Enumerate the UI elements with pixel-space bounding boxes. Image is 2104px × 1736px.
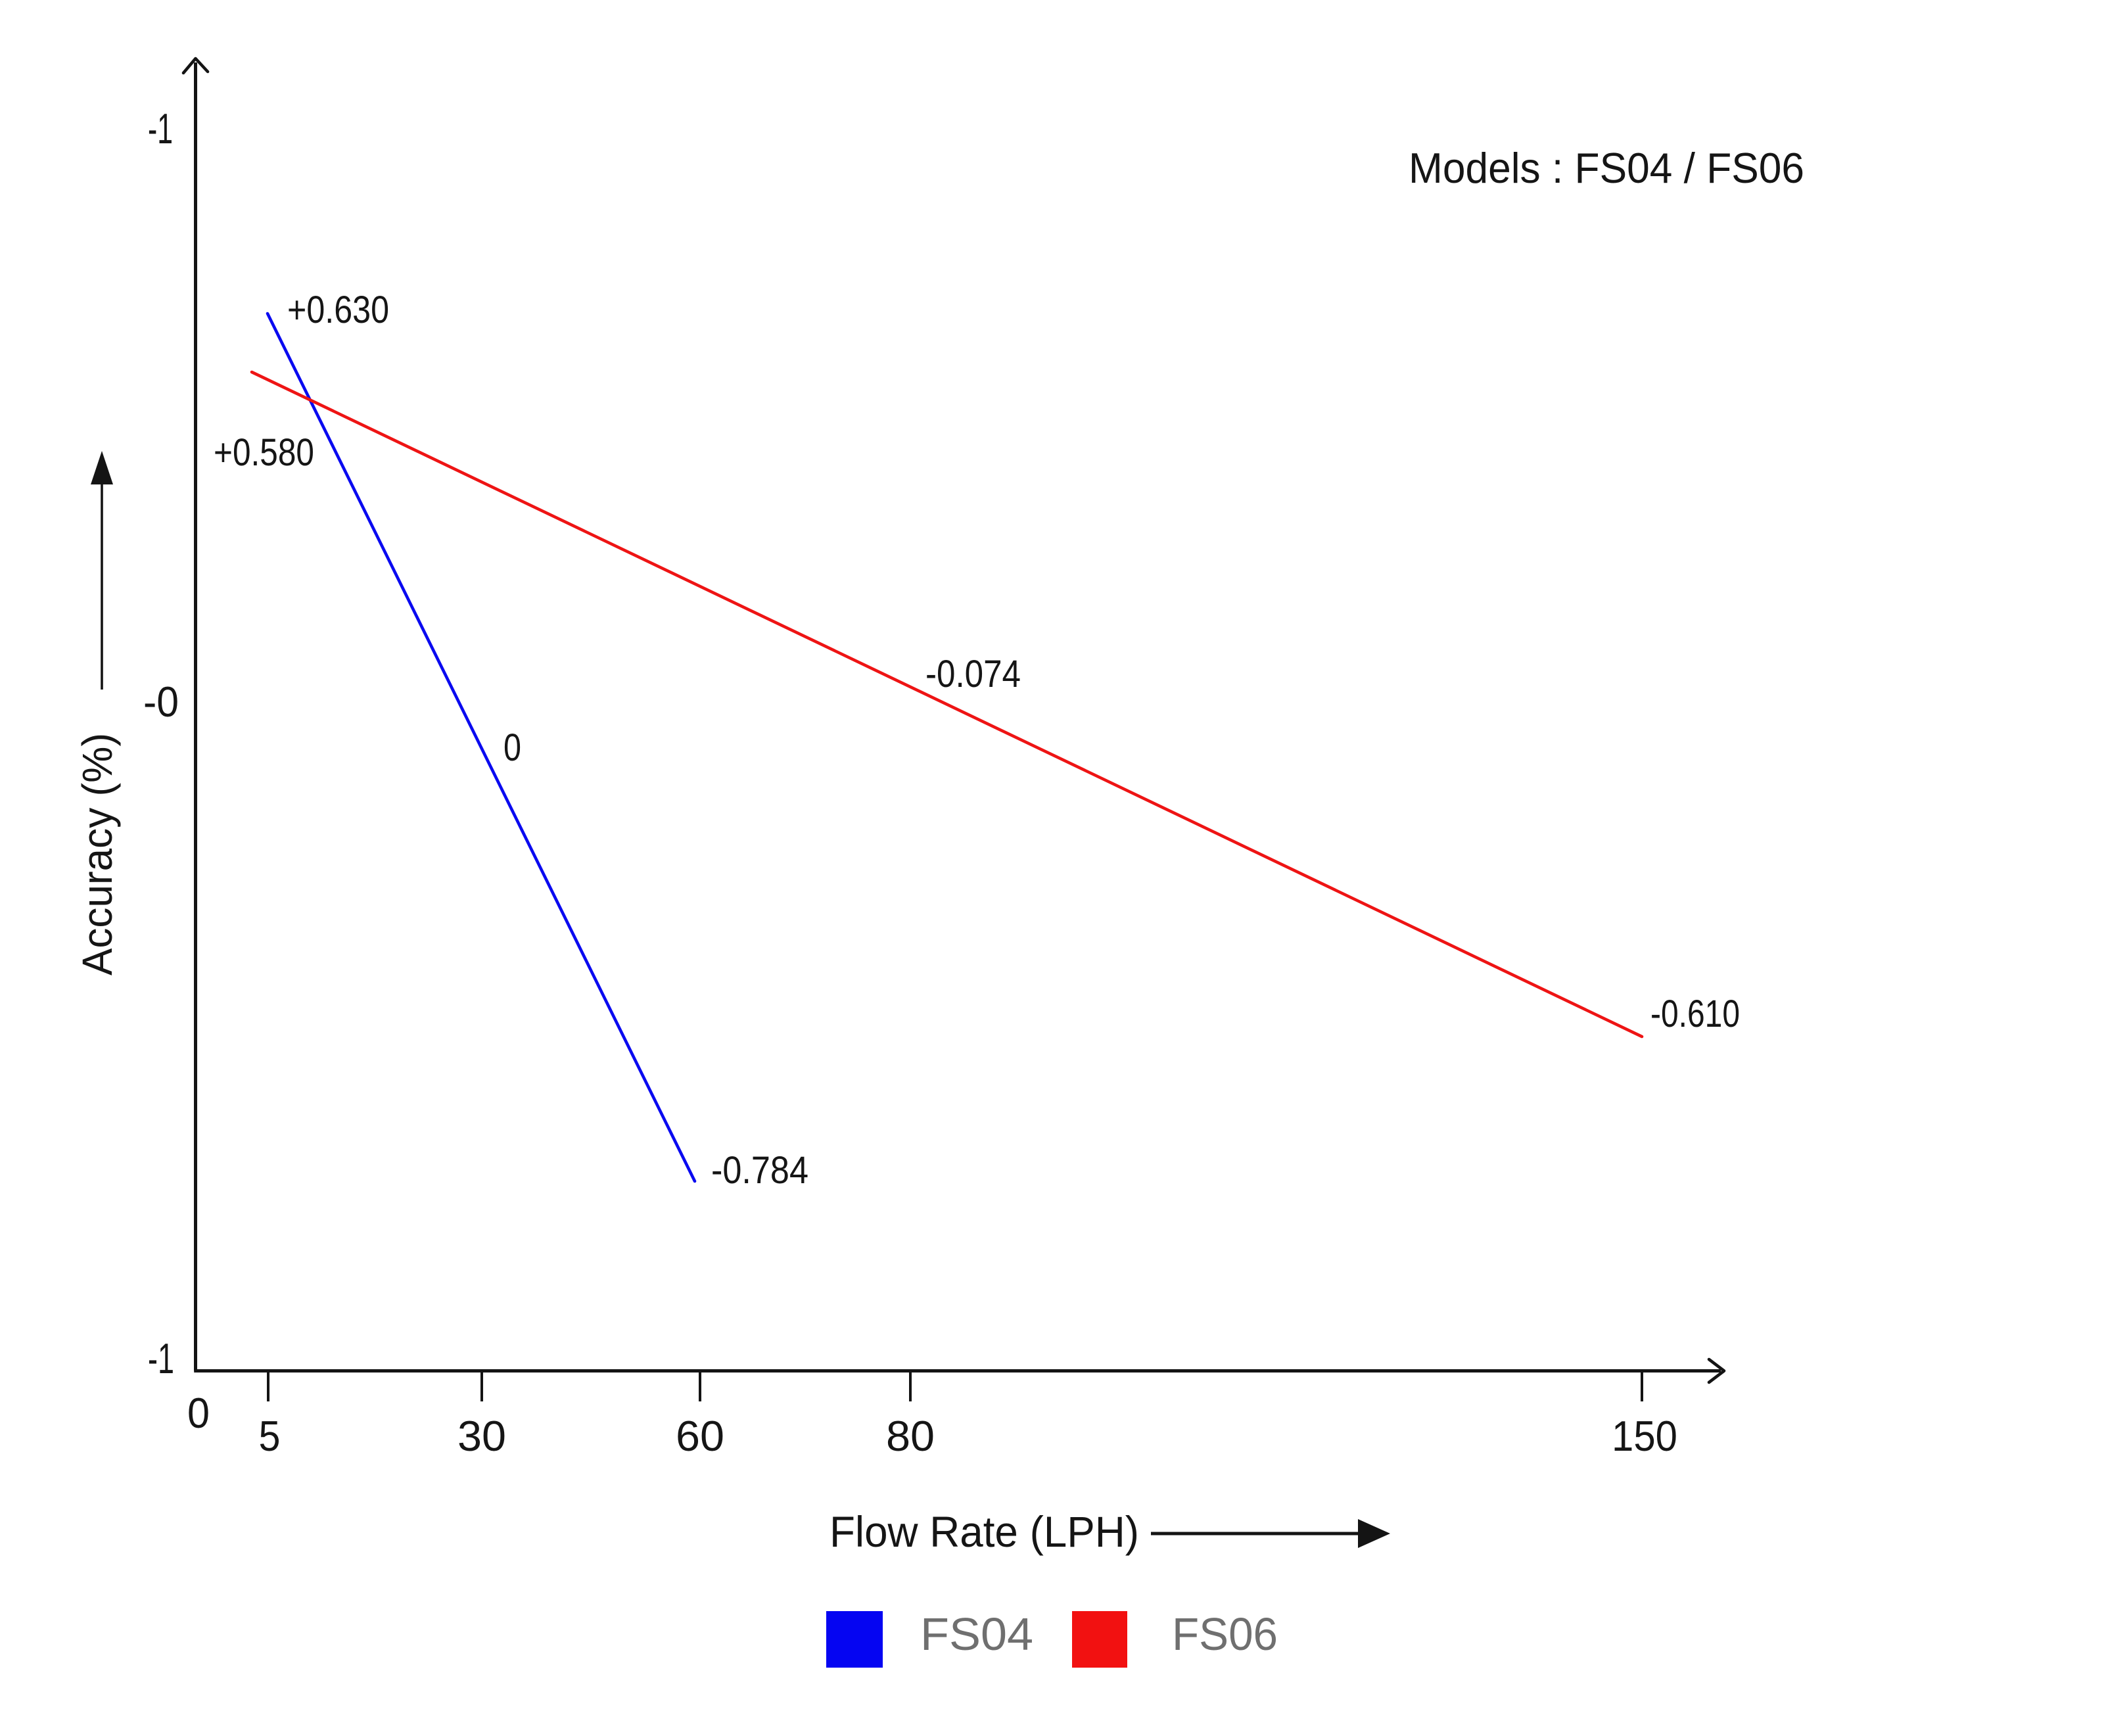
svg-text:+0.630: +0.630 bbox=[287, 289, 389, 331]
svg-text:Flow Rate (LPH): Flow Rate (LPH) bbox=[830, 1507, 1139, 1556]
svg-text:Accuracy (%): Accuracy (%) bbox=[74, 733, 121, 975]
svg-text:5: 5 bbox=[259, 1412, 281, 1460]
svg-text:FS06: FS06 bbox=[1172, 1608, 1278, 1660]
svg-text:30: 30 bbox=[457, 1412, 506, 1460]
svg-text:-1: -1 bbox=[148, 1334, 174, 1382]
svg-text:-0: -0 bbox=[143, 678, 179, 726]
svg-text:+0.580: +0.580 bbox=[214, 431, 314, 474]
svg-text:Models : FS04 / FS06: Models : FS04 / FS06 bbox=[1409, 144, 1804, 192]
svg-text:80: 80 bbox=[886, 1412, 935, 1460]
svg-text:150: 150 bbox=[1612, 1412, 1677, 1460]
svg-text:-0.610: -0.610 bbox=[1650, 993, 1740, 1035]
svg-text:FS04: FS04 bbox=[920, 1608, 1033, 1660]
svg-text:-0.784: -0.784 bbox=[711, 1149, 808, 1192]
svg-text:-0.074: -0.074 bbox=[925, 653, 1021, 695]
svg-text:0: 0 bbox=[503, 726, 521, 769]
svg-text:0: 0 bbox=[187, 1389, 210, 1437]
svg-text:60: 60 bbox=[676, 1412, 724, 1460]
svg-text:-1: -1 bbox=[148, 105, 173, 152]
